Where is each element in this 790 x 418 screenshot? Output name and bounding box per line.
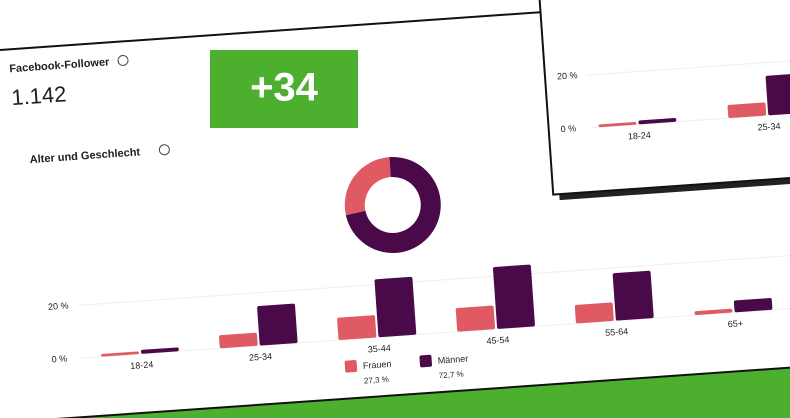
bar	[492, 264, 535, 329]
bar	[257, 303, 298, 346]
x-tick-label: 55-64	[605, 326, 629, 338]
bar	[337, 315, 377, 340]
card-frame	[537, 0, 790, 196]
y-tick-label: 20 %	[557, 70, 578, 81]
bar	[455, 305, 496, 332]
bar	[733, 298, 773, 313]
info-icon	[117, 54, 129, 66]
x-tick-label: 25-34	[757, 121, 781, 133]
x-tick-label: 45-54	[486, 335, 510, 347]
grid-line	[81, 307, 790, 359]
legend-label: Männer	[437, 353, 468, 365]
change-badge	[210, 50, 358, 128]
legend-swatch	[344, 360, 358, 373]
bar	[727, 102, 767, 119]
change-value: +34	[250, 66, 319, 110]
follower-count: 1.142	[10, 81, 67, 110]
grid-line	[586, 21, 790, 76]
y-tick-label: 20 %	[48, 300, 69, 311]
x-tick-label: 18-24	[628, 130, 652, 142]
donut-slice	[344, 157, 391, 216]
bar	[612, 270, 654, 321]
bar	[219, 332, 258, 349]
bar	[101, 351, 139, 357]
legend-percent: 27,3 %	[364, 375, 389, 386]
y-tick-label: 0 %	[560, 123, 576, 134]
legend-percent: 72,7 %	[438, 370, 463, 381]
bar	[374, 276, 417, 338]
x-tick-label: 65+	[727, 318, 743, 329]
legend-swatch	[419, 354, 433, 368]
second-card: 0 % 20 % 18-24 25-34	[537, 0, 790, 201]
bar	[638, 117, 677, 125]
bar	[694, 308, 733, 316]
bar	[598, 122, 637, 128]
y-tick-label: 0 %	[51, 353, 67, 364]
x-tick-label: 25-34	[249, 351, 273, 363]
x-tick-label: 35-44	[367, 343, 391, 355]
donut-slice	[345, 157, 441, 253]
legend-label: Frauen	[363, 359, 392, 371]
bar	[765, 73, 790, 116]
bar	[574, 302, 614, 324]
grid-line	[77, 255, 790, 306]
x-tick-label: 18-24	[130, 359, 154, 371]
grid-line	[590, 74, 790, 129]
info-icon	[158, 144, 170, 156]
bar	[140, 347, 179, 354]
